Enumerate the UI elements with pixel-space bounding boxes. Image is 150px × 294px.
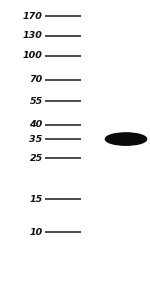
- Text: 70: 70: [30, 76, 43, 84]
- Text: 170: 170: [23, 12, 43, 21]
- Ellipse shape: [105, 133, 147, 145]
- Text: 25: 25: [30, 154, 43, 163]
- Text: 55: 55: [30, 97, 43, 106]
- Text: 100: 100: [23, 51, 43, 60]
- Text: 10: 10: [30, 228, 43, 237]
- Text: 15: 15: [30, 195, 43, 204]
- Text: 130: 130: [23, 31, 43, 40]
- Text: 35: 35: [30, 135, 43, 143]
- Text: 40: 40: [30, 121, 43, 129]
